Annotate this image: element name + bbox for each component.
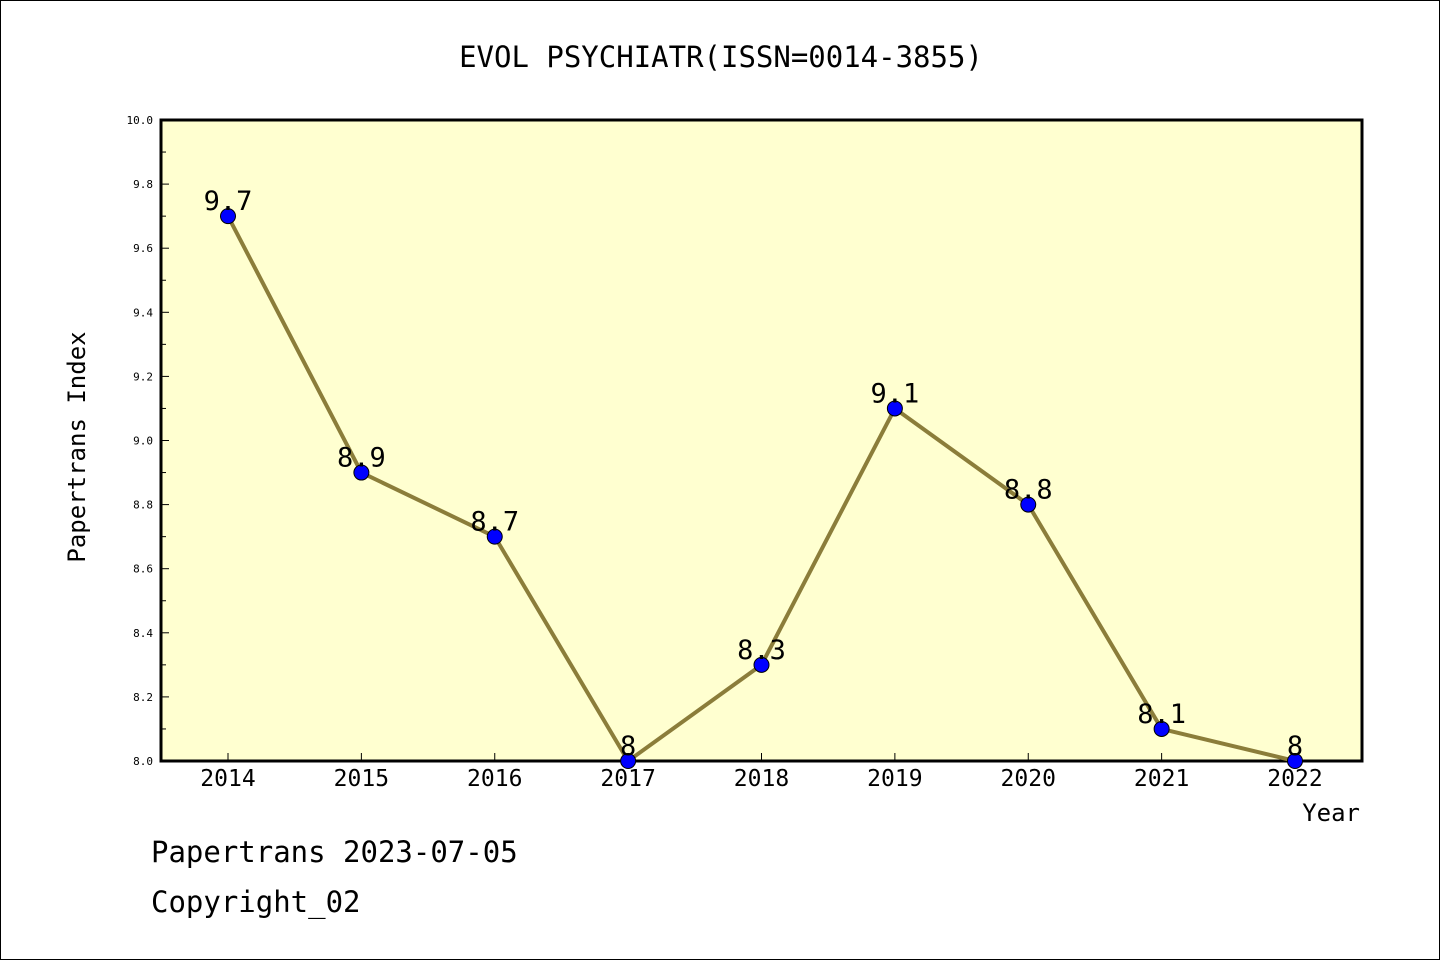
- data-point: [486, 528, 503, 545]
- x-tick-label: 2018: [734, 766, 789, 792]
- data-point: [1020, 496, 1037, 513]
- data-label: 8.9: [337, 443, 386, 474]
- x-tick-label: 2016: [467, 766, 522, 792]
- y-tick-label: 8.0: [133, 755, 153, 768]
- data-label: 8.3: [737, 635, 786, 666]
- y-axis: 8.0 8.2 8.4 8.6 8.8 9.0 9.2 9.4 9.6 9.8 10.0: [127, 114, 169, 768]
- data-point: [1287, 753, 1303, 769]
- y-axis-label: Papertrans Index: [63, 331, 91, 562]
- data-label: 8.8: [1004, 475, 1053, 506]
- data-label: 9.7: [204, 186, 253, 217]
- x-tick-label: 2020: [1001, 766, 1056, 792]
- footer-copyright: Copyright_02: [151, 885, 361, 919]
- data-label: 8: [620, 731, 636, 762]
- x-tick-label: 2022: [1267, 766, 1322, 792]
- x-axis: 2014 2015 2016 2017 2018 2019 2020 2021 2022: [200, 753, 1323, 792]
- y-tick-label: 9.8: [133, 178, 153, 191]
- y-tick-label: 8.8: [133, 499, 153, 512]
- x-tick-label: 2021: [1134, 766, 1189, 792]
- plot-area: [159, 118, 1364, 763]
- x-tick-label: 2014: [200, 766, 255, 792]
- data-point: [753, 656, 770, 673]
- x-tick-label: 2017: [600, 766, 655, 792]
- x-axis-label: Year: [1302, 799, 1360, 827]
- y-tick-label: 8.2: [133, 691, 153, 704]
- y-tick-label: 8.6: [133, 563, 153, 576]
- footer-date: Papertrans 2023-07-05: [151, 835, 518, 869]
- y-tick-label: 9.6: [133, 242, 153, 255]
- data-point: [620, 753, 637, 769]
- data-label: 8.7: [470, 507, 519, 538]
- y-tick-label: 10.0: [127, 114, 154, 127]
- y-tick-label: 8.4: [133, 627, 153, 640]
- data-label: 8: [1287, 731, 1303, 762]
- y-tick-label: 9.0: [133, 435, 153, 448]
- x-tick-label: 2019: [867, 766, 922, 792]
- data-point: [220, 208, 236, 225]
- data-point: [1153, 720, 1170, 737]
- series-group: [220, 208, 1303, 769]
- data-point: [353, 464, 370, 481]
- y-tick-label: 9.4: [133, 306, 153, 319]
- y-tick-label: 9.2: [133, 370, 153, 383]
- x-tick-label: 2015: [334, 766, 389, 792]
- data-point: [886, 400, 903, 417]
- data-label: 9.1: [870, 378, 919, 409]
- chart-title: EVOL PSYCHIATR(ISSN=0014-3855): [459, 40, 983, 74]
- data-label: 8.1: [1137, 699, 1186, 730]
- data-labels-group: 9.7 8.9 8.7 8 8.3 9.1 8.8 8.1 8: [204, 186, 1304, 762]
